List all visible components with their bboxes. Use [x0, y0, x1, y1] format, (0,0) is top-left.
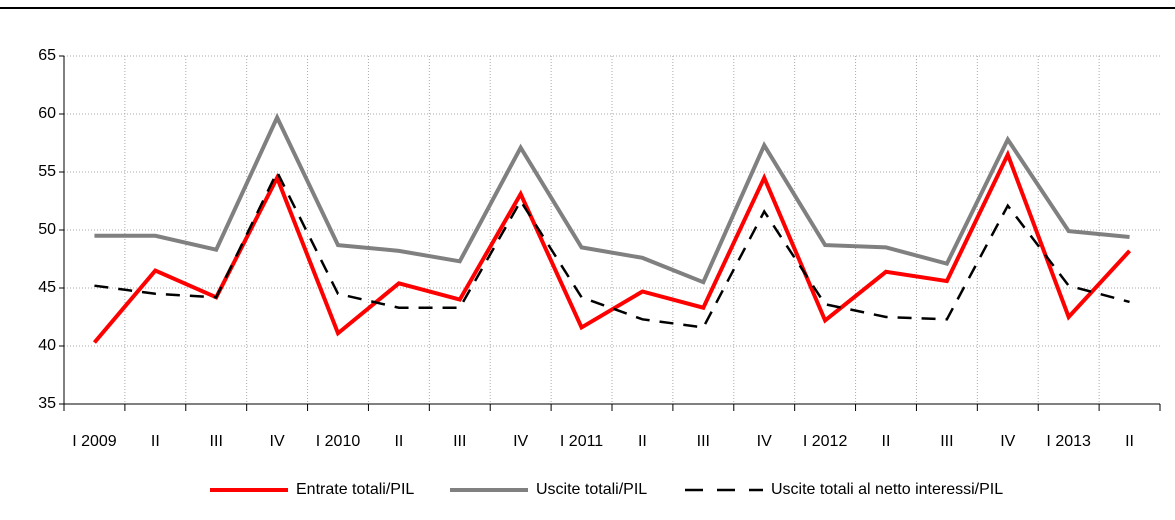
- legend-label: Entrate totali/PIL: [296, 481, 414, 498]
- y-tick-label: 45: [38, 279, 56, 296]
- series-line: [92, 149, 1132, 344]
- x-tick-label: IV: [270, 433, 285, 450]
- x-tick-label: I 2013: [1046, 433, 1091, 450]
- y-tick-label: 40: [38, 337, 56, 354]
- x-tick-label: I 2009: [72, 433, 117, 450]
- x-tick-label: IV: [757, 433, 772, 450]
- x-tick-label: I 2012: [803, 433, 848, 450]
- y-tick-label: 65: [38, 47, 56, 64]
- x-tick-label: III: [453, 433, 466, 450]
- y-tick-label: 50: [38, 221, 56, 238]
- x-tick-label: I 2010: [316, 433, 361, 450]
- y-tick-label: 55: [38, 163, 56, 180]
- x-tick-label: IV: [1000, 433, 1015, 450]
- x-tick-label: III: [940, 433, 953, 450]
- legend-label: Uscite totali al netto interessi/PIL: [771, 481, 1003, 498]
- series-line: [94, 169, 1130, 329]
- y-tick-label: 60: [38, 105, 56, 122]
- x-tick-label: III: [697, 433, 710, 450]
- x-tick-label: IV: [513, 433, 528, 450]
- x-tick-label: II: [1125, 433, 1134, 450]
- x-tick-label: II: [151, 433, 160, 450]
- x-tick-label: II: [638, 433, 647, 450]
- x-tick-label: II: [882, 433, 891, 450]
- legend-label: Uscite totali/PIL: [536, 481, 647, 498]
- y-tick-label: 35: [38, 395, 56, 412]
- x-tick-label: I 2011: [560, 433, 603, 450]
- series-line: [94, 112, 1130, 285]
- x-tick-label: II: [394, 433, 403, 450]
- x-tick-label: III: [210, 433, 223, 450]
